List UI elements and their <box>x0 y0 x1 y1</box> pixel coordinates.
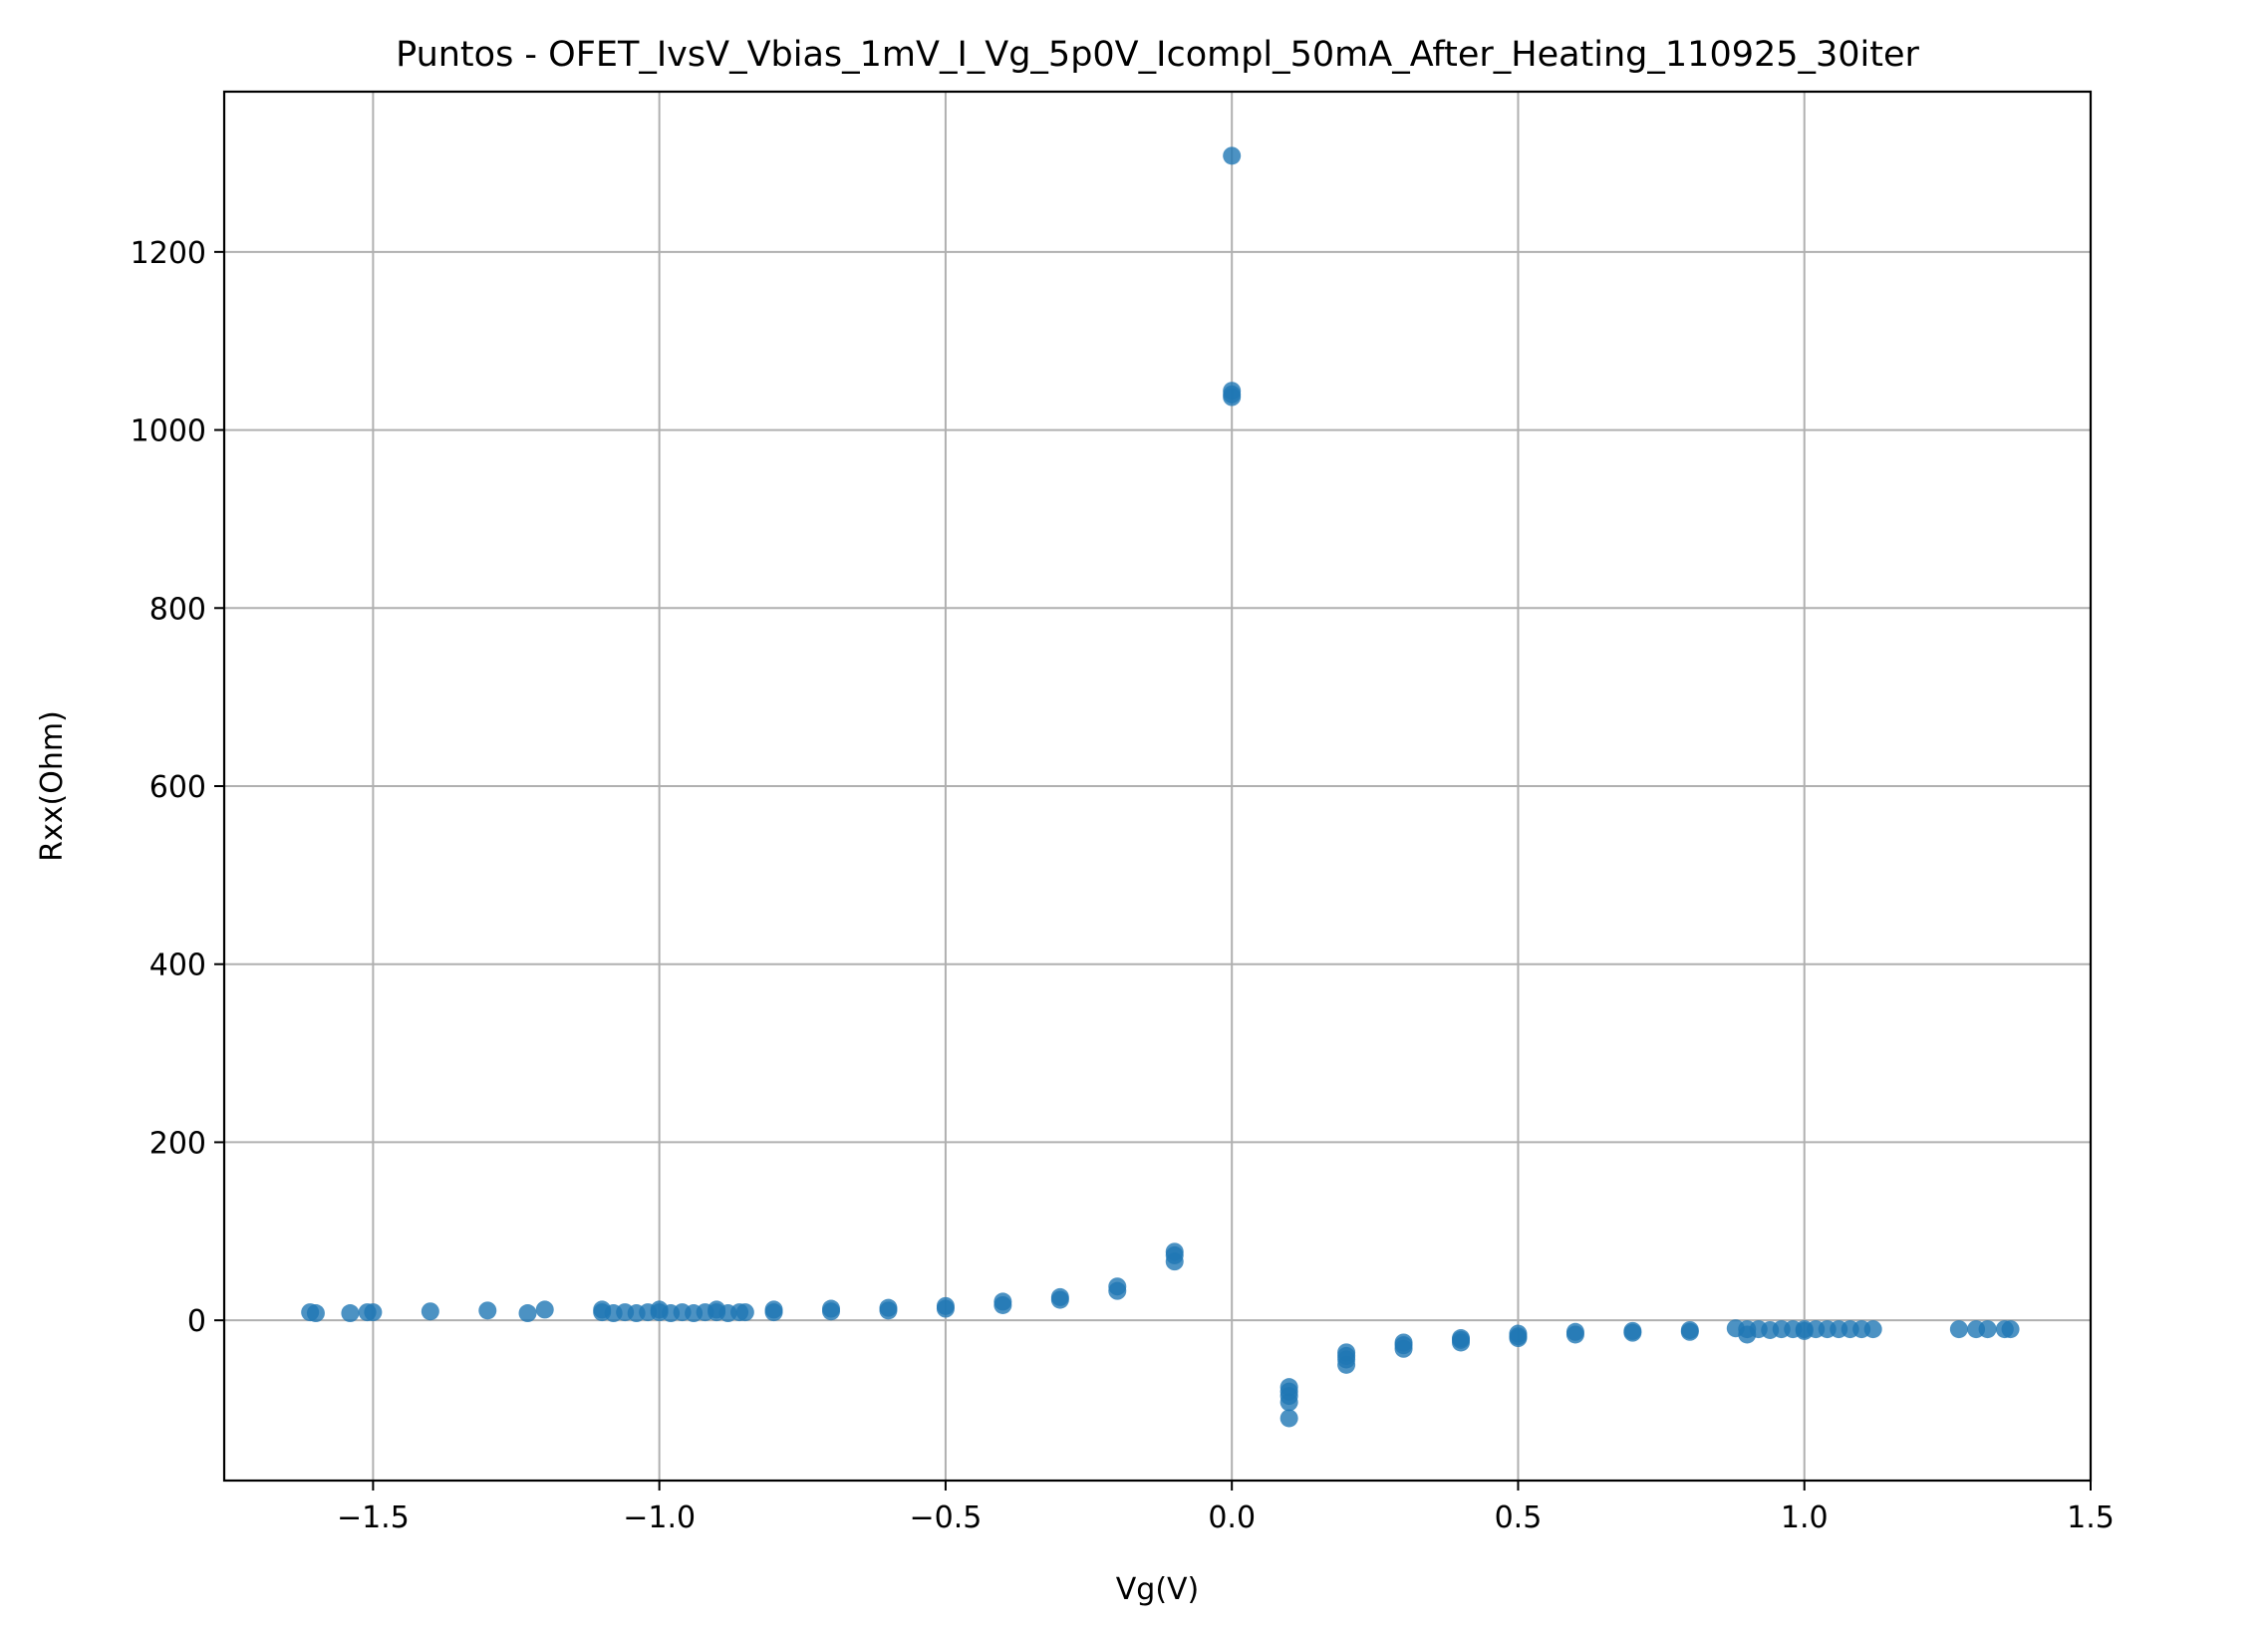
grid-lines <box>224 92 2092 1481</box>
axis-ticks: −1.5 −1.0 −0.5 0.0 0.5 1.0 1.5 0 200 400 600 800 100… <box>131 236 2115 1535</box>
data-point <box>879 1298 898 1317</box>
y-tick-label: 0 <box>187 1304 206 1339</box>
data-point <box>936 1296 955 1315</box>
y-tick-label: 600 <box>149 770 206 805</box>
data-point <box>535 1300 554 1319</box>
data-point <box>993 1292 1012 1311</box>
data-point <box>1223 382 1242 401</box>
y-tick-label: 1000 <box>131 414 206 449</box>
data-point <box>1050 1287 1069 1306</box>
data-point <box>1394 1333 1413 1352</box>
x-axis-label: Vg(V) <box>1116 1572 1200 1607</box>
data-point <box>1623 1321 1642 1340</box>
y-tick-label: 800 <box>149 592 206 627</box>
data-point <box>1223 146 1242 165</box>
data-point <box>1165 1242 1184 1261</box>
data-point <box>421 1302 439 1321</box>
data-point <box>364 1303 383 1322</box>
data-point <box>306 1304 325 1323</box>
x-tick-label: 0.5 <box>1495 1500 1543 1535</box>
data-point <box>822 1299 841 1318</box>
y-tick-label: 200 <box>149 1126 206 1161</box>
chart-title: Puntos - OFET_IvsV_Vbias_1mV_I_Vg_5p0V_I… <box>396 35 1919 75</box>
y-tick-label: 1200 <box>131 236 206 271</box>
x-tick-label: 0.0 <box>1208 1500 1256 1535</box>
data-point <box>1978 1320 1997 1339</box>
data-point <box>518 1304 537 1323</box>
x-tick-label: 1.5 <box>2067 1500 2115 1535</box>
x-tick-label: −1.0 <box>623 1500 696 1535</box>
data-point <box>764 1300 783 1319</box>
data-point <box>1279 1378 1298 1397</box>
y-axis-label: Rxx(Ohm) <box>35 710 70 862</box>
data-point <box>735 1303 754 1322</box>
data-point <box>1680 1320 1699 1339</box>
data-point <box>1452 1329 1471 1348</box>
data-point <box>2001 1320 2020 1339</box>
x-tick-label: 1.0 <box>1781 1500 1829 1535</box>
data-point <box>1863 1320 1882 1339</box>
data-point <box>1108 1277 1127 1296</box>
data-point <box>1565 1322 1584 1341</box>
data-point <box>1279 1409 1298 1428</box>
x-tick-label: −1.5 <box>337 1500 410 1535</box>
data-point <box>478 1301 497 1320</box>
data-point <box>1509 1324 1528 1343</box>
data-point <box>1337 1343 1356 1362</box>
y-tick-label: 400 <box>149 949 206 983</box>
data-point <box>1949 1320 1968 1339</box>
data-points <box>301 146 2020 1428</box>
x-tick-label: −0.5 <box>909 1500 982 1535</box>
data-point <box>341 1304 360 1323</box>
